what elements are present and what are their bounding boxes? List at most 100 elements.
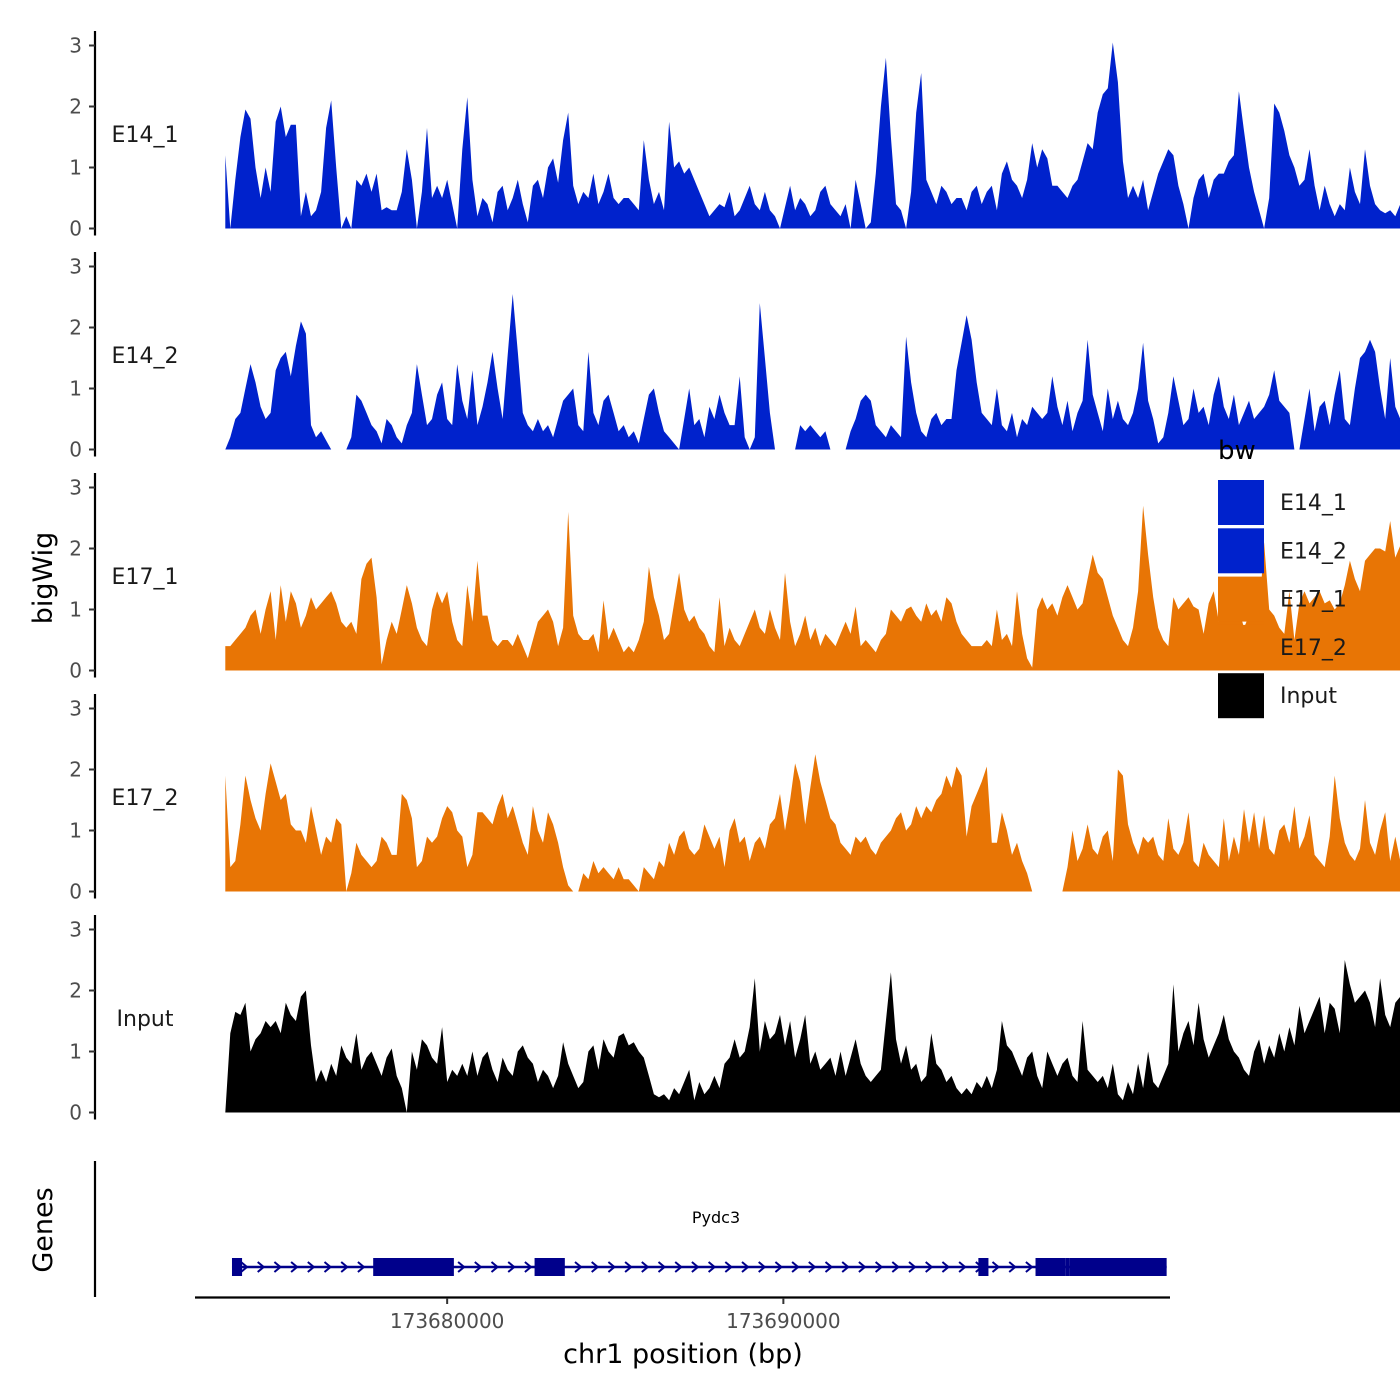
x-tick-label: 173680000 — [390, 1309, 505, 1333]
gene-model — [231, 1258, 1167, 1276]
strand-arrow — [991, 1261, 1001, 1273]
strand-arrow — [290, 1261, 299, 1273]
legend-entry: E17_2 — [1218, 624, 1347, 670]
strand-arrow — [1008, 1261, 1017, 1273]
legend-label: E17_2 — [1280, 636, 1347, 661]
area-e14-1 — [225, 42, 1400, 229]
x-axis: 173680000 173690000 chr1 position (bp) — [195, 1296, 1170, 1370]
strand-arrow — [674, 1261, 683, 1273]
gene-label: Pydc3 — [692, 1208, 740, 1227]
strand-arrow — [1025, 1261, 1034, 1273]
strand-arrow — [958, 1261, 967, 1273]
area-input — [225, 960, 1400, 1113]
legend: bw E14_1 E14_2 E17_1 E17_2 Input — [1218, 436, 1347, 719]
legend-label: Input — [1280, 684, 1337, 709]
gene-exon — [534, 1258, 565, 1276]
y-tick-label: 3 — [69, 697, 82, 721]
y-tick-label: 2 — [69, 758, 82, 782]
legend-swatch — [1218, 673, 1264, 719]
track-input: 0 1 2 3 Input — [69, 915, 1400, 1125]
strand-arrow — [490, 1261, 500, 1273]
strand-arrow — [307, 1261, 316, 1273]
strand-arrow — [891, 1261, 900, 1273]
genes-panel: Genes Pydc3 — [28, 1161, 1167, 1297]
gene-exon — [373, 1258, 454, 1276]
track-e14-2: 0 1 2 3 E14_2 — [69, 252, 1400, 462]
x-tick-label: 173690000 — [726, 1309, 841, 1333]
legend-entries: E14_1 E14_2 E17_1 E17_2 Input — [1218, 480, 1347, 719]
strand-arrow — [257, 1261, 266, 1273]
track-label: E14_2 — [112, 344, 179, 369]
legend-label: E14_1 — [1280, 491, 1347, 516]
area-e17-1 — [225, 505, 1400, 671]
y-tick-label: 0 — [69, 217, 82, 241]
y-tick-label: 3 — [69, 34, 82, 58]
strand-arrow — [607, 1261, 616, 1273]
track-label: E14_1 — [112, 123, 179, 148]
track-label: E17_1 — [112, 565, 179, 590]
strand-arrow — [741, 1261, 750, 1273]
x-ticks: 173680000 173690000 — [390, 1298, 841, 1333]
legend-swatch — [1218, 528, 1264, 574]
legend-swatch — [1218, 624, 1264, 670]
legend-swatch — [1218, 576, 1264, 622]
strand-arrow — [240, 1261, 249, 1273]
strand-arrow — [908, 1261, 917, 1273]
legend-entry: E17_1 — [1218, 576, 1347, 622]
strand-arrow — [925, 1261, 934, 1273]
strand-arrow — [457, 1261, 466, 1273]
y-tick-label: 2 — [69, 537, 82, 561]
y-tick-label: 0 — [69, 880, 82, 904]
y-tick-label: 2 — [69, 316, 82, 340]
legend-entry: Input — [1218, 673, 1337, 719]
y-tick-label: 0 — [69, 1101, 82, 1125]
strand-arrow — [841, 1261, 850, 1273]
gene-exon — [231, 1258, 243, 1276]
strand-arrow — [941, 1261, 950, 1273]
x-axis-title: chr1 position (bp) — [563, 1339, 803, 1370]
strand-arrow — [707, 1261, 717, 1273]
strand-arrow — [273, 1261, 282, 1273]
genes-title: Genes — [28, 1187, 59, 1272]
strand-arrow — [824, 1261, 834, 1273]
strand-arrow — [340, 1261, 349, 1273]
gene-exon — [978, 1258, 989, 1276]
strand-arrow — [858, 1261, 867, 1273]
track-e14-1: 0 1 2 3 E14_1 — [69, 31, 1400, 241]
strand-arrow — [808, 1261, 817, 1273]
gene-exon — [1035, 1258, 1066, 1276]
strand-arrow — [874, 1261, 884, 1273]
y-tick-label: 1 — [69, 598, 82, 622]
legend-entry: E14_2 — [1218, 528, 1347, 574]
tracks-group: 0 1 2 3 E14_1 0 1 2 3 E14_2 0 1 2 3 E17_1 0 1 2 3 E17_2 0 1 2 3… — [69, 31, 1400, 1125]
track-label: E17_2 — [112, 786, 179, 811]
y-tick-label: 3 — [69, 918, 82, 942]
strand-arrow — [507, 1261, 516, 1273]
strand-arrow — [524, 1261, 533, 1273]
legend-entry: E14_1 — [1218, 480, 1347, 525]
area-e17-2 — [225, 754, 1400, 892]
strand-arrow — [724, 1261, 733, 1273]
strand-arrow — [624, 1261, 633, 1273]
legend-label: E17_1 — [1280, 588, 1347, 613]
gene-exon — [1069, 1258, 1167, 1276]
y-tick-label: 1 — [69, 377, 82, 401]
legend-label: E14_2 — [1280, 539, 1347, 564]
gene-exon — [1065, 1258, 1070, 1276]
strand-arrow — [758, 1261, 767, 1273]
strand-arrow — [791, 1261, 800, 1273]
legend-title: bw — [1218, 436, 1256, 466]
area-e14-2 — [225, 294, 1400, 450]
y-tick-label: 2 — [69, 979, 82, 1003]
y-axis-title: bigWig — [28, 532, 59, 625]
y-tick-label: 3 — [69, 476, 82, 500]
y-tick-label: 0 — [69, 659, 82, 683]
y-tick-label: 3 — [69, 255, 82, 279]
strand-arrow — [357, 1261, 366, 1273]
strand-arrow — [591, 1261, 600, 1273]
strand-arrow — [474, 1261, 483, 1273]
strand-arrow — [323, 1261, 333, 1273]
track-e17-2: 0 1 2 3 E17_2 — [69, 694, 1400, 904]
strand-arrow — [691, 1261, 700, 1273]
